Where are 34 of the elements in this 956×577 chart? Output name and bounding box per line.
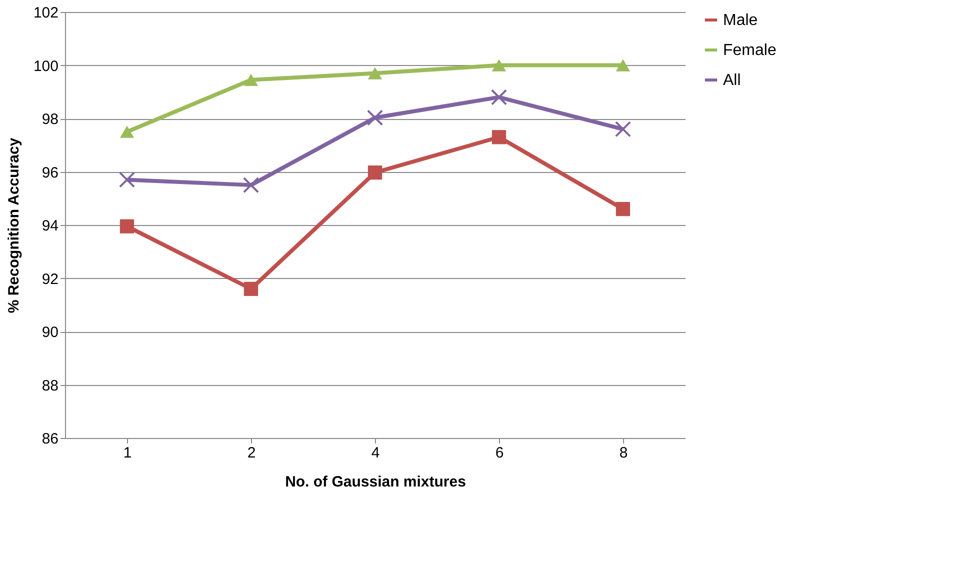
point [366,110,384,126]
x-tick-label: 2 [247,444,256,462]
y-tick-label: 88 [42,377,58,394]
point [616,59,630,72]
y-tick-label: 98 [42,111,58,128]
point [244,282,258,296]
point [490,89,508,106]
y-tick-label: 90 [42,324,58,341]
x-tick-label: 1 [123,444,132,462]
legend-label: Female [723,42,776,59]
y-tick-label: 92 [42,270,58,288]
y-tick-label: 96 [42,164,58,182]
x-tick-label: 6 [495,444,504,462]
y-axis-title: % Recognition Accuracy [5,137,22,314]
point [368,67,382,80]
legend-label: Male [723,12,758,29]
y-tick-label: 94 [42,218,58,234]
legend-label: All [723,72,741,89]
point [120,126,134,138]
point [492,59,506,72]
point [614,121,632,138]
point [244,74,258,86]
y-tick-label: 100 [33,58,58,75]
x-axis-title: No. of Gaussian mixtures [285,474,466,490]
point [616,202,630,216]
point [368,165,382,180]
y-tick-label: 86 [42,430,58,448]
x-tick-label: 4 [371,444,380,462]
point [118,172,136,188]
point [120,219,134,234]
x-tick-label: 8 [619,444,628,462]
y-tick-label: 102 [33,4,58,22]
point [492,130,506,144]
point [242,176,260,194]
